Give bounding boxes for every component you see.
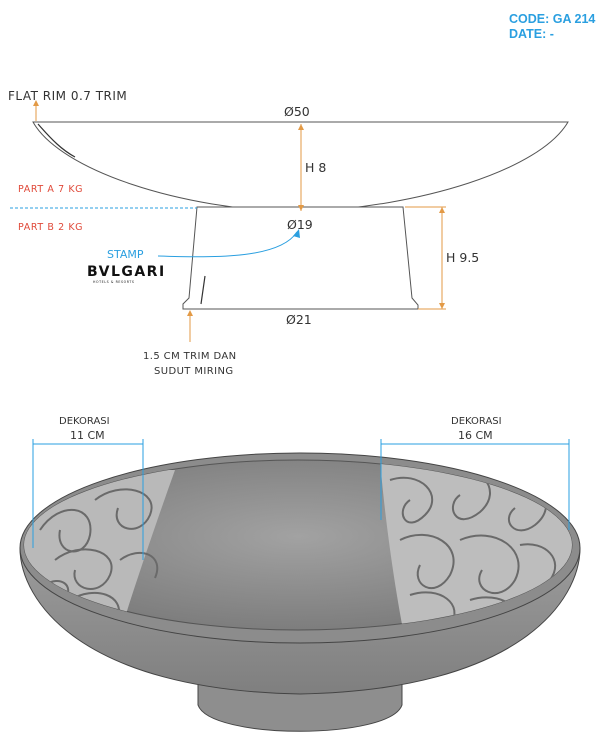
bowl-height-arrow-top — [298, 124, 304, 130]
part-b-label: PART B 2 KG — [18, 222, 83, 233]
trim-note-line1: 1.5 CM TRIM DAN — [143, 351, 237, 362]
stamp-callout-line — [157, 231, 298, 258]
stamp-label: STAMP — [107, 248, 144, 261]
left-deco-size: 11 CM — [70, 429, 105, 442]
pedestal-shading-line — [200, 275, 206, 305]
rim-pointer-arrow — [33, 100, 39, 106]
part-a-label: PART A 7 KG — [18, 184, 83, 195]
base-height-arrow-top — [439, 207, 445, 213]
code-block: CODE: GA 214 DATE: - — [509, 12, 595, 42]
right-deco-size: 16 CM — [458, 429, 493, 442]
trim-pointer-arrow — [187, 310, 193, 316]
bowl-height-label: H 8 — [305, 160, 326, 175]
base-height-label: H 9.5 — [446, 250, 479, 265]
code-label: CODE: GA 214 — [509, 12, 596, 26]
render-pedestal — [197, 679, 403, 732]
logo-text: BVLGARI — [87, 264, 166, 280]
logo-subtext: HOTELS & RESORTS — [93, 280, 135, 284]
bowl-height-arrow-bottom — [298, 205, 304, 211]
base-bottom-diameter-label: Ø21 — [286, 312, 312, 327]
trim-note-line2: SUDUT MIRING — [154, 366, 233, 377]
rim-shading-line — [37, 123, 76, 158]
right-deco-label: DEKORASI — [451, 416, 502, 427]
base-height-arrow-bottom — [439, 303, 445, 309]
elevation-view: FLAT RIM 0.7 TRIM Ø50 H 8 PART A 7 KG PA… — [8, 89, 569, 377]
left-deco-label: DEKORASI — [59, 416, 110, 427]
rim-label: FLAT RIM 0.7 TRIM — [8, 89, 127, 103]
perspective-view: DEKORASI 11 CM DEKORASI 16 CM — [19, 416, 581, 732]
stamp-callout-arrow — [293, 229, 300, 238]
base-top-diameter-label: Ø19 — [287, 217, 313, 232]
top-diameter-label: Ø50 — [284, 104, 310, 119]
date-label: DATE: - — [509, 27, 554, 41]
